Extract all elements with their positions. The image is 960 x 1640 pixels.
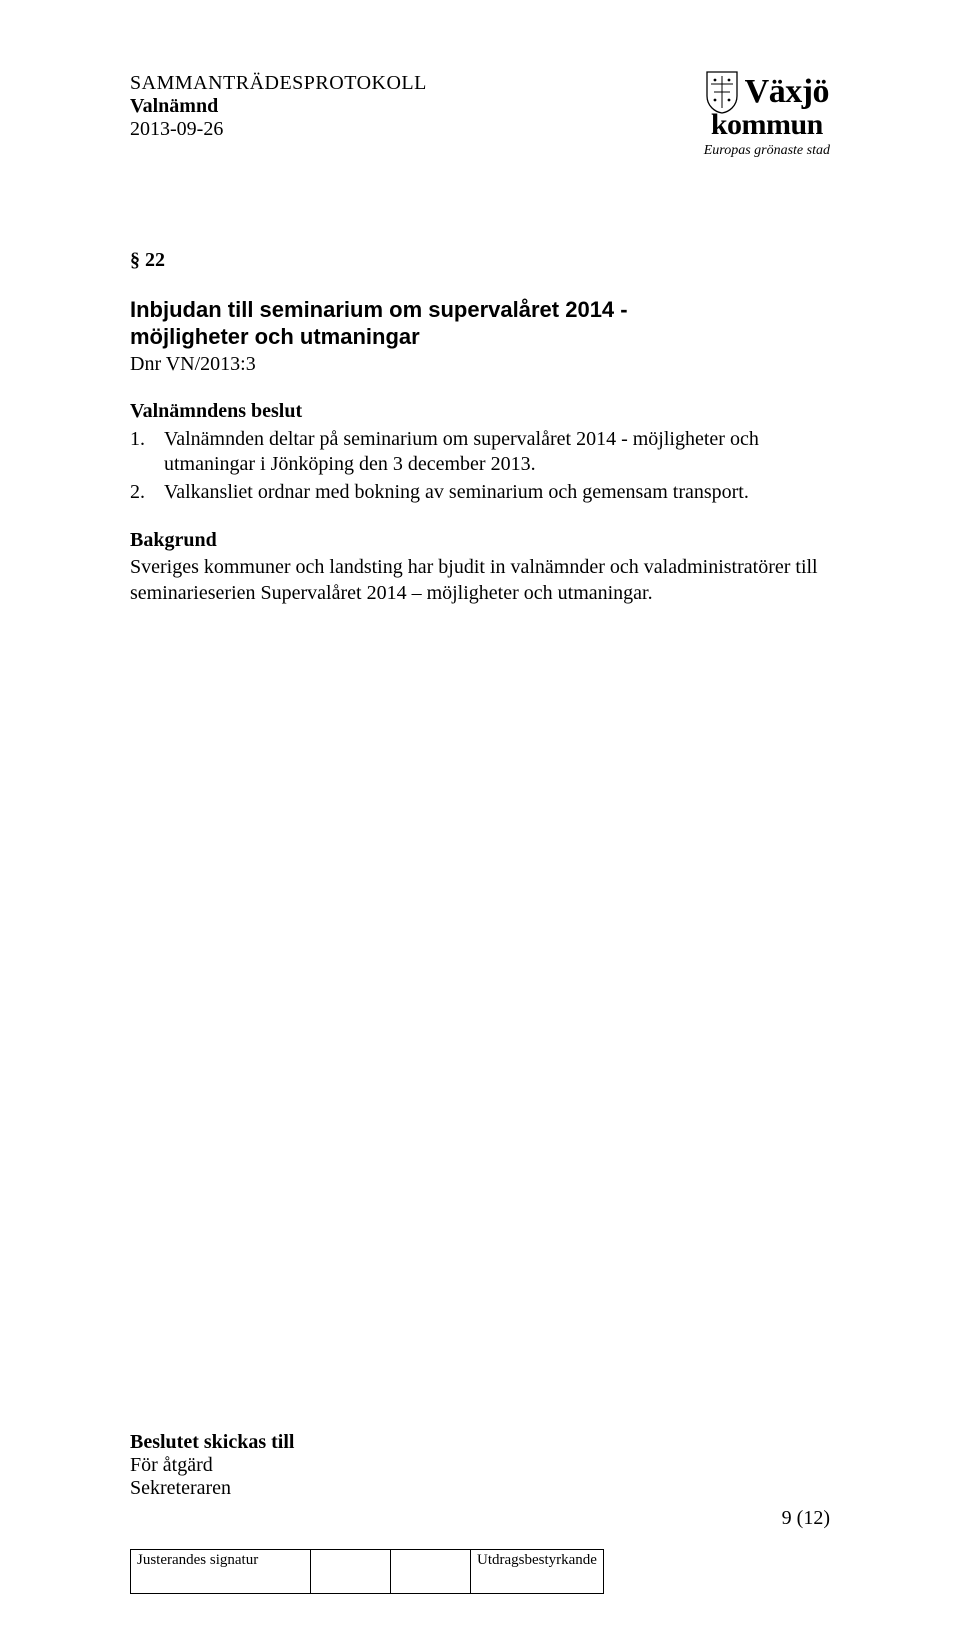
dispatch-block: Beslutet skickas till För åtgärd Sekrete… [130,1431,294,1500]
diary-number: Dnr VN/2013:3 [130,352,830,378]
header-row: SAMMANTRÄDESPROTOKOLL Valnämnd 2013-09-2… [130,70,830,158]
municipality-logo: Växjö kommun Europas grönaste stad [704,70,830,158]
title-line-1: Inbjudan till seminarium om supervalåret… [130,297,628,322]
dispatch-heading: Beslutet skickas till [130,1431,294,1454]
sig-cell-blank [391,1550,471,1594]
content: § 22 Inbjudan till seminarium om superva… [130,248,830,606]
signature-table: Justerandes signatur Utdragsbestyrkande [130,1549,604,1594]
logo-name-top: Växjö [745,75,829,109]
doc-type: SAMMANTRÄDESPROTOKOLL [130,72,427,95]
committee-name: Valnämnd [130,95,427,118]
logo-name-bottom: kommun [704,110,830,140]
item-text: Valkansliet ordnar med bokning av semina… [164,480,830,506]
section-title: Inbjudan till seminarium om supervalåret… [130,296,830,351]
page-number: 9 (12) [782,1507,830,1530]
bakgrund-text: Sveriges kommuner och landsting har bjud… [130,555,830,606]
list-item: 1. Valnämnden deltar på seminarium om su… [130,427,830,478]
sig-cell-blank [311,1550,391,1594]
sig-cell-left: Justerandes signatur [131,1550,311,1594]
beslut-list: 1. Valnämnden deltar på seminarium om su… [130,427,830,506]
beslut-heading: Valnämndens beslut [130,399,830,425]
item-number: 1. [130,427,164,453]
list-item: 2. Valkansliet ordnar med bokning av sem… [130,480,830,506]
item-number: 2. [130,480,164,506]
title-line-2: möjligheter och utmaningar [130,324,420,349]
item-text: Valnämnden deltar på seminarium om super… [164,427,830,478]
sig-cell-right: Utdragsbestyrkande [471,1550,604,1594]
meeting-date: 2013-09-26 [130,118,427,141]
dispatch-line: Sekreteraren [130,1477,294,1500]
bakgrund-heading: Bakgrund [130,528,830,554]
header-left: SAMMANTRÄDESPROTOKOLL Valnämnd 2013-09-2… [130,70,427,141]
page: SAMMANTRÄDESPROTOKOLL Valnämnd 2013-09-2… [0,0,960,1640]
dispatch-line: För åtgärd [130,1454,294,1477]
logo-tagline: Europas grönaste stad [704,144,830,158]
section-number: § 22 [130,248,830,274]
